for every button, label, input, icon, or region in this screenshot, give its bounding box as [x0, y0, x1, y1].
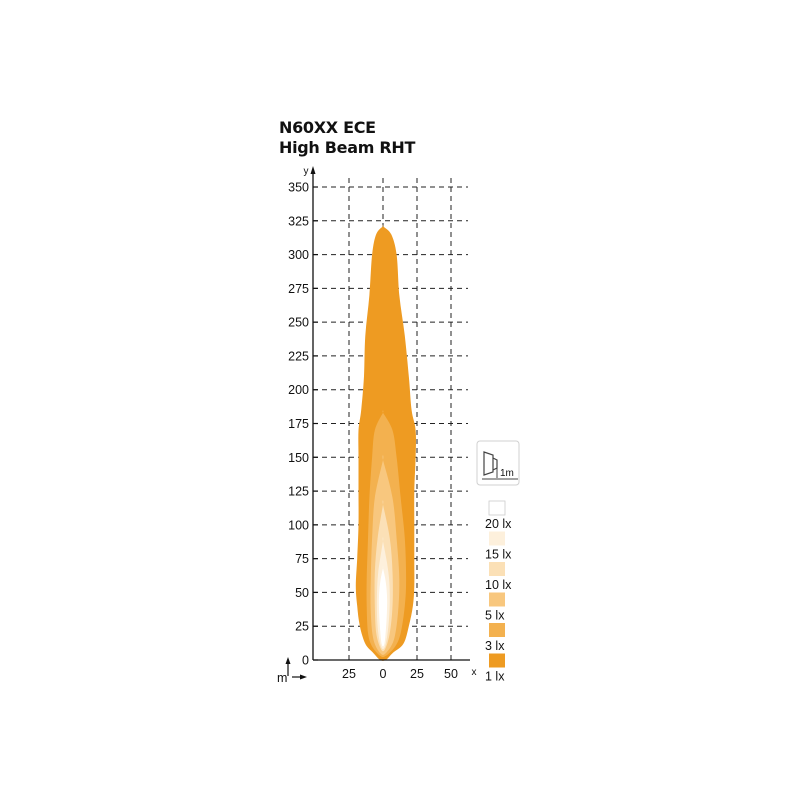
y-tick-label: 350 — [288, 181, 309, 195]
y-tick-label: 325 — [288, 214, 309, 228]
x-tick-labels: 25 0 25 50 — [342, 667, 458, 681]
mounting-height-icon: 1m — [476, 440, 520, 486]
y-axis-label: y — [304, 166, 309, 177]
x-tick-label: 50 — [444, 667, 458, 681]
legend-swatch — [489, 623, 505, 637]
chart-subtitle: High Beam RHT — [279, 138, 416, 157]
unit-label: m — [277, 671, 287, 685]
legend: 20 lx 15 lx 10 lx 5 lx 3 lx 1 lx — [485, 500, 512, 684]
legend-label: 15 lx — [485, 548, 512, 562]
legend-swatch — [489, 653, 505, 668]
legend-label: 10 lx — [485, 578, 512, 592]
legend-swatch — [489, 592, 505, 607]
y-axis-arrow — [310, 166, 316, 174]
legend-label: 20 lx — [485, 517, 512, 531]
x-tick-label: 25 — [342, 667, 356, 681]
chart-title: N60XX ECE — [279, 118, 376, 137]
legend-swatch — [489, 531, 505, 546]
grid — [313, 178, 468, 660]
y-tick-label: 250 — [288, 316, 309, 330]
legend-label: 1 lx — [485, 670, 505, 684]
x-axis-label: x — [472, 667, 477, 678]
units-indicator: m — [277, 657, 307, 685]
x-tick-label: 25 — [410, 667, 424, 681]
unit-right-arrow-head — [300, 674, 307, 680]
y-tick-label: 225 — [288, 349, 309, 363]
y-tick-label: 175 — [288, 417, 309, 431]
isolux-zone-20-lx — [378, 566, 388, 647]
legend-label: 3 lx — [485, 639, 505, 653]
legend-swatch — [488, 500, 506, 516]
y-tick-label: 200 — [288, 383, 309, 397]
mount-height-label: 1m — [500, 468, 514, 479]
y-tick-label: 75 — [295, 552, 309, 566]
y-tick-label: 275 — [288, 282, 309, 296]
legend-swatch — [489, 562, 505, 576]
y-tick-label: 50 — [295, 586, 309, 600]
y-tick-label: 25 — [295, 620, 309, 634]
y-tick-label: 0 — [302, 654, 309, 668]
x-tick-label: 0 — [380, 667, 387, 681]
y-tick-label: 300 — [288, 248, 309, 262]
legend-label: 5 lx — [485, 609, 505, 623]
axes: y x m — [277, 166, 477, 685]
y-tick-labels: 0 25 50 75 100 125 150 175 200 225 250 275 300 325 350 — [288, 181, 318, 668]
y-tick-label: 100 — [288, 518, 309, 532]
y-tick-label: 150 — [288, 451, 309, 465]
y-tick-label: 125 — [288, 485, 309, 499]
beam-pattern — [355, 225, 416, 661]
unit-up-arrow-head — [285, 657, 291, 664]
